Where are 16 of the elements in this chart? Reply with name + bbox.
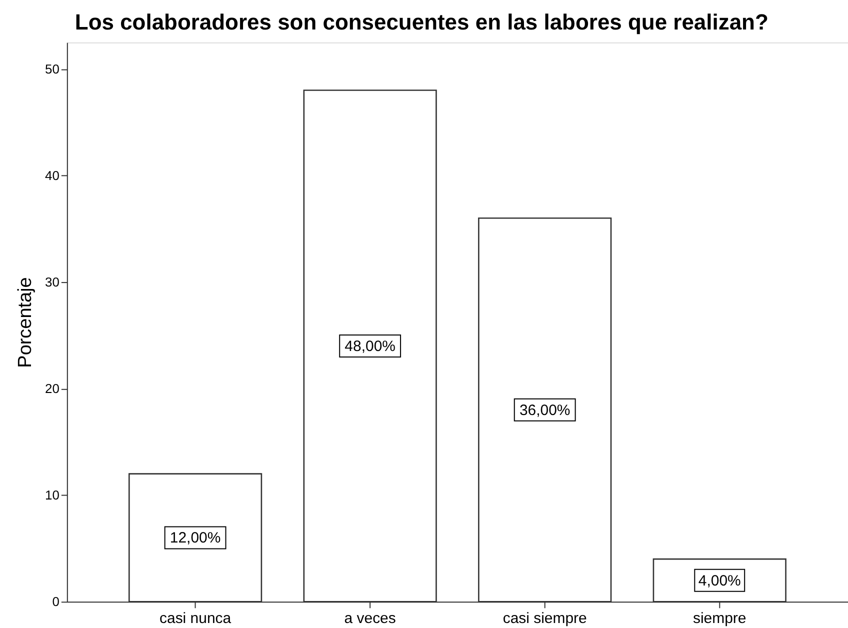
y-tick-label: 0	[52, 594, 60, 610]
y-tick-label: 50	[44, 61, 60, 76]
data-label: 12,00%	[170, 530, 221, 547]
x-tick-label: casi nunca	[160, 610, 232, 628]
x-tick-label: a veces	[344, 610, 396, 628]
data-label: 36,00%	[519, 402, 570, 419]
y-tick-label: 30	[44, 274, 60, 290]
data-label: 48,00%	[344, 338, 396, 355]
y-tick-label: 10	[44, 488, 60, 503]
x-tick-label: casi siempre	[502, 610, 587, 628]
y-tick-label: 20	[44, 381, 60, 396]
y-axis-title: Porcentaje	[15, 277, 36, 368]
x-tick-label: siempre	[693, 610, 746, 628]
chart-title: Los colaboradores son consecuentes en las labores que realizan?	[74, 9, 768, 34]
data-label: 4,00%	[698, 572, 741, 590]
y-tick-label: 40	[44, 168, 60, 183]
